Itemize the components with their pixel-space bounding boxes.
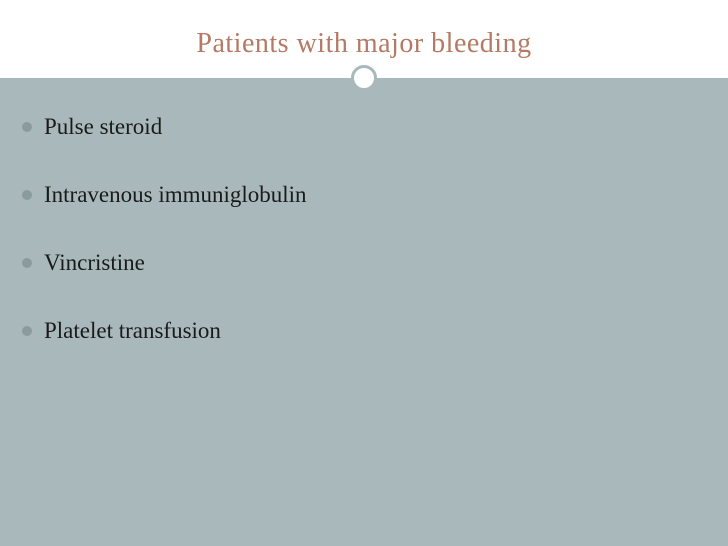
slide-title: Patients with major bleeding [196,28,531,60]
bullet-text: Pulse steroid [44,112,162,142]
bullet-text: Intravenous immuniglobulin [44,180,307,210]
list-item: Vincristine [22,248,706,278]
list-item: Pulse steroid [22,112,706,142]
bullet-icon [22,258,32,268]
slide: Patients with major bleeding Pulse stero… [0,0,728,546]
bullet-text: Platelet transfusion [44,316,221,346]
bullet-icon [22,122,32,132]
content-area: Pulse steroid Intravenous immuniglobulin… [0,80,728,546]
bullet-icon [22,326,32,336]
bullet-icon [22,190,32,200]
bullet-list: Pulse steroid Intravenous immuniglobulin… [22,112,706,346]
list-item: Platelet transfusion [22,316,706,346]
list-item: Intravenous immuniglobulin [22,180,706,210]
divider-circle-icon [351,65,377,91]
bullet-text: Vincristine [44,248,145,278]
